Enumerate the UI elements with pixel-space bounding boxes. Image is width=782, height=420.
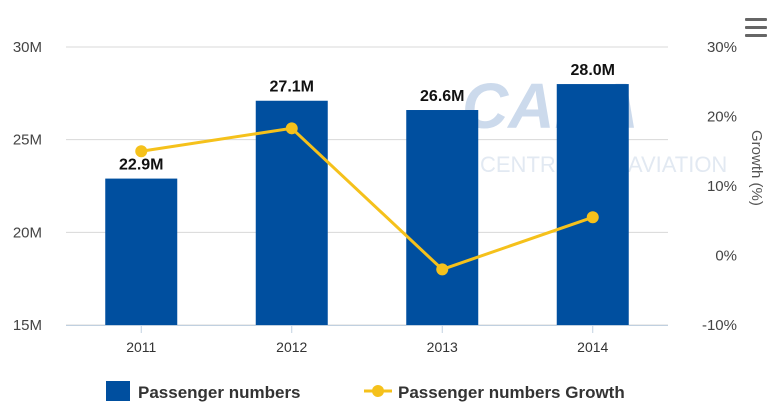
growth-line	[141, 126, 594, 271]
bar	[255, 100, 328, 325]
left-axis-ticks: 15M 20M 25M 30M	[13, 39, 42, 334]
right-axis-title: Growth (%)	[748, 130, 765, 206]
bar-data-label: 26.6M	[420, 88, 464, 105]
growth-point	[135, 145, 148, 158]
legend-swatch-bar	[106, 381, 130, 401]
legend-item-bar[interactable]: Passenger numbers	[106, 381, 301, 402]
legend-swatch-marker	[372, 385, 384, 397]
legend: Passenger numbers Passenger numbers Growt…	[106, 381, 625, 402]
x-tick-label: 2013	[427, 339, 458, 355]
x-tick-label: 2012	[276, 339, 307, 355]
left-tick-label: 30M	[13, 39, 42, 56]
left-tick-label: 15M	[13, 317, 42, 334]
legend-label-line: Passenger numbers Growth	[398, 383, 625, 402]
bar-series	[105, 84, 629, 325]
x-axis-ticks: 2011 2012 2013 2014	[126, 325, 609, 355]
legend-label-bar: Passenger numbers	[138, 383, 301, 402]
legend-item-line[interactable]: Passenger numbers Growth	[364, 383, 625, 402]
bar-data-label: 22.9M	[119, 157, 163, 174]
right-tick-label: -10%	[702, 317, 737, 334]
bar	[406, 110, 479, 325]
bar-data-label: 27.1M	[270, 79, 314, 96]
growth-point	[586, 211, 599, 224]
right-tick-label: 10%	[707, 178, 737, 195]
data-labels: 22.9M 27.1M 26.6M 28.0M	[119, 62, 615, 174]
right-tick-label: 0%	[715, 248, 737, 265]
hamburger-menu-icon[interactable]	[741, 12, 771, 42]
x-tick-label: 2014	[577, 339, 608, 355]
left-tick-label: 25M	[13, 132, 42, 149]
bar-data-label: 28.0M	[571, 62, 615, 79]
bar	[556, 84, 629, 325]
left-tick-label: 20M	[13, 224, 42, 241]
growth-point	[285, 122, 298, 135]
right-tick-label: 20%	[707, 109, 737, 126]
right-tick-label: 30%	[707, 39, 737, 56]
growth-point	[436, 263, 449, 276]
right-axis-ticks: -10% 0% 10% 20% 30%	[702, 39, 737, 334]
bar	[105, 178, 178, 325]
x-tick-label: 2011	[126, 339, 156, 355]
line-series	[135, 122, 599, 276]
